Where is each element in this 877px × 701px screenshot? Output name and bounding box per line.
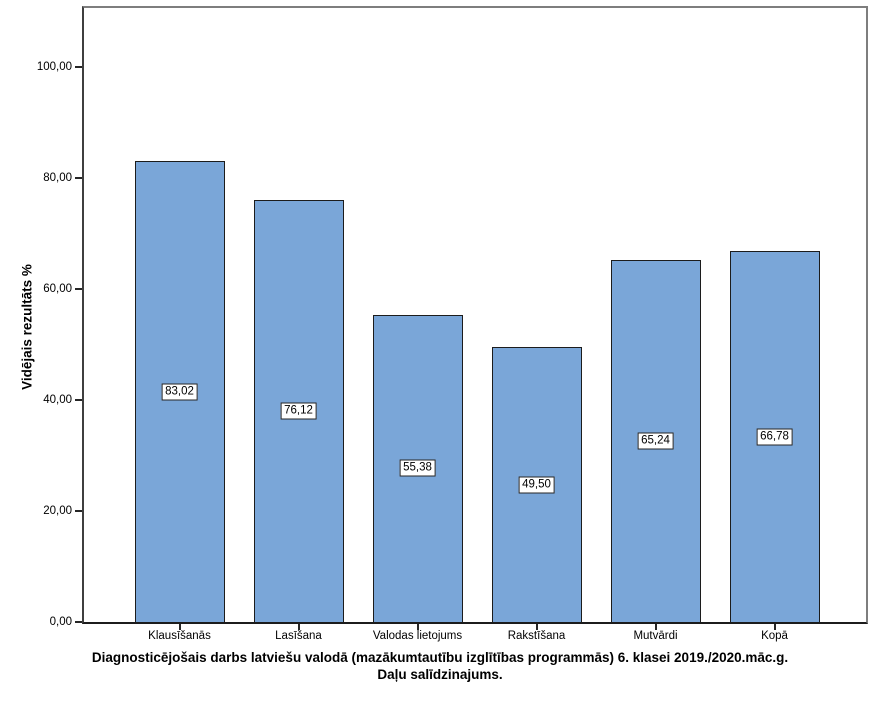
x-tick-mark-3 [416,624,419,630]
x-category-label-4: Rakstīšana [507,630,566,642]
bar-value-label-1: 83,02 [161,383,198,401]
y-axis-title: Vidējais rezultāts % [19,264,35,390]
chart-title: Diagnosticējošais darbs latviešu valodā … [40,649,840,683]
x-category-label-6: Kopā [761,630,788,642]
x-tick-mark-5 [654,624,657,630]
y-tick-mark-40,00 [75,399,82,401]
bar-value-label-2: 76,12 [280,402,317,420]
x-category-label-3: Valodas lietojums [372,630,463,642]
chart-title-line1: Diagnosticējošais darbs latviešu valodā … [91,650,789,665]
y-tick-mark-0,00 [75,621,82,623]
bars-layer: 83,02 76,12 55,38 49,50 65,24 66,78 [84,8,866,622]
y-tick-label-80,00: 80,00 [43,172,72,184]
x-tick-mark-2 [297,624,300,630]
chart-title-line2: Daļu salīdzinajums. [377,667,503,682]
bar-value-label-6: 66,78 [756,428,793,446]
bar-value-label-5: 65,24 [637,432,674,450]
y-tick-label-0,00: 0,00 [49,616,72,628]
x-tick-mark-4 [535,624,538,630]
y-tick-label-40,00: 40,00 [43,394,72,406]
y-tick-mark-20,00 [75,510,82,512]
bar-value-label-4: 49,50 [518,476,555,494]
y-tick-mark-100,00 [75,66,82,68]
y-tick-label-60,00: 60,00 [43,283,72,295]
x-category-label-5: Mutvārdi [633,630,678,642]
x-category-label-2: Lasīšana [275,630,322,642]
x-tick-mark-6 [773,624,776,630]
x-category-label-1: Klausīšanās [148,630,211,642]
x-tick-mark-1 [178,624,181,630]
y-tick-label-20,00: 20,00 [43,505,72,517]
y-tick-mark-80,00 [75,177,82,179]
plot-area: 83,02 76,12 55,38 49,50 65,24 66,78 [82,6,868,624]
y-tick-mark-60,00 [75,288,82,290]
y-tick-label-100,00: 100,00 [36,61,72,73]
bar-value-label-3: 55,38 [399,459,436,477]
